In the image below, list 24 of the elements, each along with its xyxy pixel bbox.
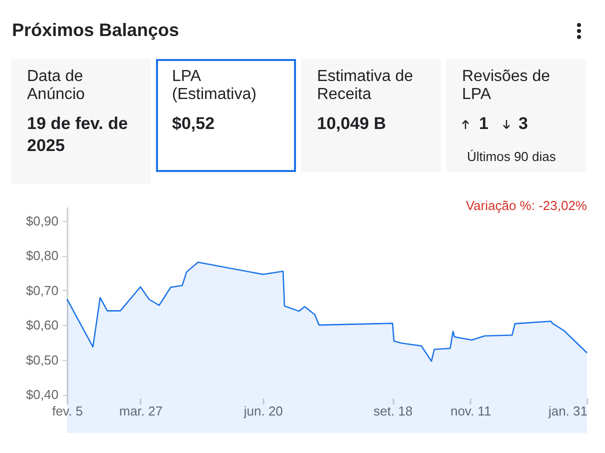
annotation: Variação %: -23,02%	[466, 198, 588, 213]
y-tick-label: $0,40	[26, 387, 58, 402]
text: 19 de fev. de 2025	[27, 113, 129, 157]
y-tick-label: $0,60	[26, 318, 58, 333]
y-tick-label: $0,80	[26, 248, 58, 264]
y-tick-label: $0,90	[26, 213, 58, 228]
x-tick-label: fev. 5	[52, 404, 83, 418]
y-tick-label: $0,70	[26, 282, 58, 298]
text: 3	[518, 114, 528, 134]
y-tick-label: $0,50	[26, 352, 58, 368]
text: Últimos 90 dias	[467, 149, 556, 165]
text: Data de Anúncio	[27, 68, 86, 104]
x-tick-label: set. 18	[374, 404, 413, 418]
text: $0,52	[172, 113, 216, 135]
x-tick-label: nov. 11	[450, 404, 492, 418]
x-tick-label: mar. 27	[119, 404, 163, 418]
text: 10,049 B	[317, 113, 387, 135]
text: LPA (Estimativa)	[172, 68, 258, 104]
x-tick-label: jun. 20	[242, 404, 283, 418]
text: Estimativa de Receita	[317, 68, 414, 104]
text: Revisões de LPA	[462, 68, 552, 104]
text: Próximos Balanços	[12, 19, 180, 41]
x-tick-label: jan. 31	[547, 404, 588, 418]
text: 1	[479, 114, 488, 134]
